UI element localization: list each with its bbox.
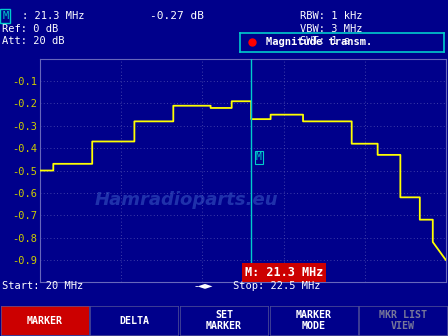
Text: VBW: 3 MHz: VBW: 3 MHz	[300, 24, 363, 34]
Text: Att: 20 dB: Att: 20 dB	[2, 36, 65, 46]
Text: SET
MARKER: SET MARKER	[206, 310, 242, 331]
Text: Magnitude transm.: Magnitude transm.	[266, 37, 372, 47]
Text: RBW: 1 kHz: RBW: 1 kHz	[300, 11, 363, 21]
Text: MARKER
MODE: MARKER MODE	[296, 310, 332, 331]
Text: M: M	[2, 11, 9, 21]
Text: -◄►: -◄►	[194, 281, 213, 291]
Text: MKR LIST
VIEW: MKR LIST VIEW	[379, 310, 427, 331]
Text: Ref: 0 dB: Ref: 0 dB	[2, 24, 59, 34]
Text: Start: 20 MHz: Start: 20 MHz	[2, 281, 83, 291]
Text: : 21.3 MHz: : 21.3 MHz	[22, 11, 84, 21]
Text: M: M	[256, 152, 262, 162]
Text: SWT: 1 s: SWT: 1 s	[300, 36, 350, 46]
Text: M: 21.3 MHz: M: 21.3 MHz	[245, 266, 323, 279]
Text: Hamradioparts.eu: Hamradioparts.eu	[95, 191, 278, 209]
Text: MARKER: MARKER	[27, 316, 63, 326]
Text: Stop: 22.5 MHz: Stop: 22.5 MHz	[233, 281, 320, 291]
Text: -0.27 dB: -0.27 dB	[150, 11, 204, 21]
Text: DELTA: DELTA	[120, 316, 149, 326]
